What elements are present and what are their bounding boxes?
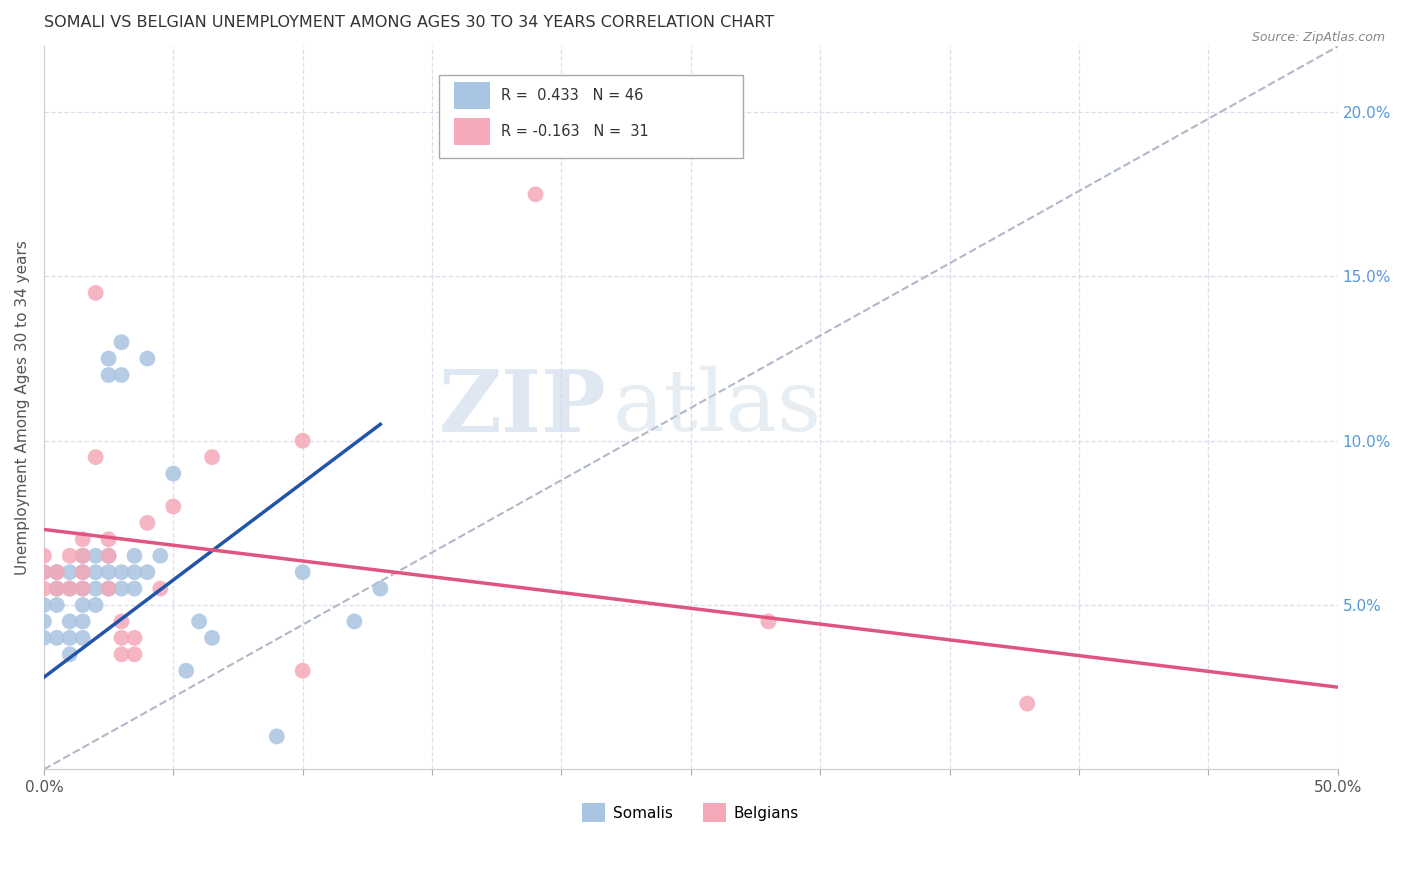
Point [162,500,184,514]
Point [110,631,132,645]
Point [97,549,120,563]
Point [97,565,120,579]
Point [124,549,146,563]
Point [59,582,82,596]
Point [84,598,107,612]
Point [149,549,172,563]
Point [758,615,780,629]
Point [45,582,67,596]
Point [97,549,120,563]
Point [84,450,107,465]
Point [32,582,55,596]
FancyBboxPatch shape [454,118,491,145]
Text: SOMALI VS BELGIAN UNEMPLOYMENT AMONG AGES 30 TO 34 YEARS CORRELATION CHART: SOMALI VS BELGIAN UNEMPLOYMENT AMONG AGE… [44,15,775,30]
Point [59,565,82,579]
Point [32,598,55,612]
Point [368,582,391,596]
Point [32,565,55,579]
Point [266,730,288,744]
Point [110,368,132,382]
Point [45,565,67,579]
Text: ZIP: ZIP [439,366,607,450]
Point [136,565,159,579]
Point [124,582,146,596]
Point [124,565,146,579]
Point [72,533,94,547]
Point [110,615,132,629]
Point [499,121,522,136]
Point [72,582,94,596]
Point [524,187,547,202]
FancyBboxPatch shape [439,75,742,159]
Point [110,565,132,579]
Point [291,664,314,678]
Point [59,615,82,629]
Point [136,516,159,530]
Point [59,582,82,596]
Text: Source: ZipAtlas.com: Source: ZipAtlas.com [1251,31,1385,45]
Point [59,648,82,662]
Text: atlas: atlas [613,367,823,450]
Legend: Somalis, Belgians: Somalis, Belgians [578,799,804,827]
Point [45,582,67,596]
Point [188,615,211,629]
Point [84,285,107,300]
Point [45,565,67,579]
Point [72,549,94,563]
Point [291,434,314,448]
Point [201,450,224,465]
Point [84,582,107,596]
Point [32,631,55,645]
Point [72,565,94,579]
Y-axis label: Unemployment Among Ages 30 to 34 years: Unemployment Among Ages 30 to 34 years [15,241,30,575]
Point [97,351,120,366]
Point [110,648,132,662]
Point [149,582,172,596]
Point [84,549,107,563]
Point [291,565,314,579]
Point [32,565,55,579]
Point [343,615,366,629]
Point [162,467,184,481]
Point [97,368,120,382]
Point [72,615,94,629]
Point [72,549,94,563]
Point [110,582,132,596]
Point [136,351,159,366]
Point [124,631,146,645]
Point [72,631,94,645]
Point [97,582,120,596]
Point [59,549,82,563]
Point [72,565,94,579]
Text: R = -0.163   N =  31: R = -0.163 N = 31 [501,124,648,139]
Point [201,631,224,645]
Point [32,615,55,629]
Point [72,598,94,612]
Point [110,335,132,350]
Point [174,664,197,678]
Point [1017,697,1039,711]
Text: R =  0.433   N = 46: R = 0.433 N = 46 [501,88,643,103]
Point [84,565,107,579]
Point [124,648,146,662]
FancyBboxPatch shape [454,82,491,110]
Point [97,582,120,596]
Point [45,631,67,645]
Point [97,533,120,547]
Point [72,582,94,596]
Point [59,631,82,645]
Point [32,549,55,563]
Point [45,598,67,612]
